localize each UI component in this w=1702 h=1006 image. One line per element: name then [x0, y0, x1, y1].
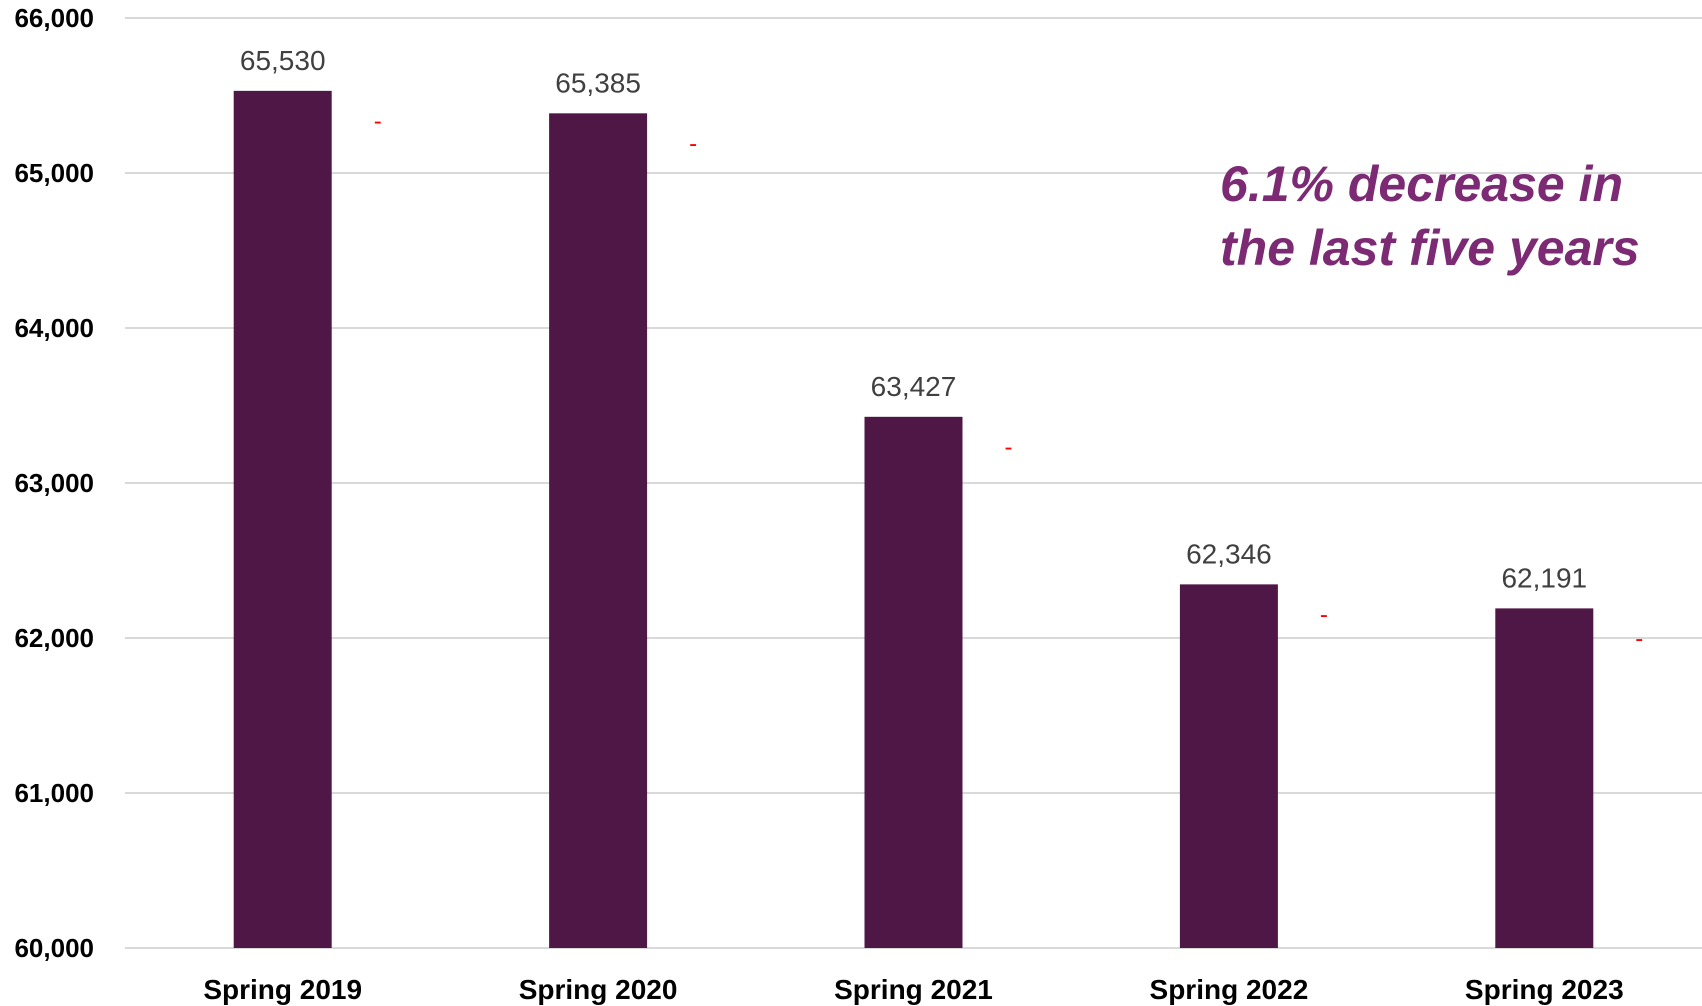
data-label: 62,346: [1186, 538, 1272, 569]
marker-label: -: [374, 108, 382, 135]
bar: [864, 416, 963, 948]
data-label: 63,427: [871, 371, 957, 402]
x-tick-label: Spring 2023: [1465, 974, 1624, 1005]
bar: [1179, 584, 1278, 948]
bar: [233, 90, 332, 949]
bar: [549, 113, 648, 948]
data-label: 65,530: [240, 45, 326, 76]
y-tick-label: 66,000: [14, 3, 94, 33]
marker-label: -: [689, 130, 697, 157]
marker-label: -: [1005, 434, 1013, 461]
x-tick-label: Spring 2020: [519, 974, 678, 1005]
y-tick-label: 61,000: [14, 778, 94, 808]
y-tick-label: 64,000: [14, 313, 94, 343]
x-tick-label: Spring 2021: [834, 974, 993, 1005]
y-tick-label: 63,000: [14, 468, 94, 498]
chart-annotation: 6.1% decrease in the last five years: [1220, 156, 1640, 276]
x-tick-label: Spring 2022: [1150, 974, 1309, 1005]
y-tick-label: 60,000: [14, 933, 94, 963]
y-tick-label: 62,000: [14, 623, 94, 653]
marker-label: -: [1320, 601, 1328, 628]
data-label: 65,385: [555, 67, 641, 98]
y-tick-label: 65,000: [14, 158, 94, 188]
marker-label: -: [1635, 625, 1643, 652]
bar: [1495, 608, 1594, 948]
x-tick-label: Spring 2019: [203, 974, 362, 1005]
data-label: 62,191: [1501, 562, 1587, 593]
